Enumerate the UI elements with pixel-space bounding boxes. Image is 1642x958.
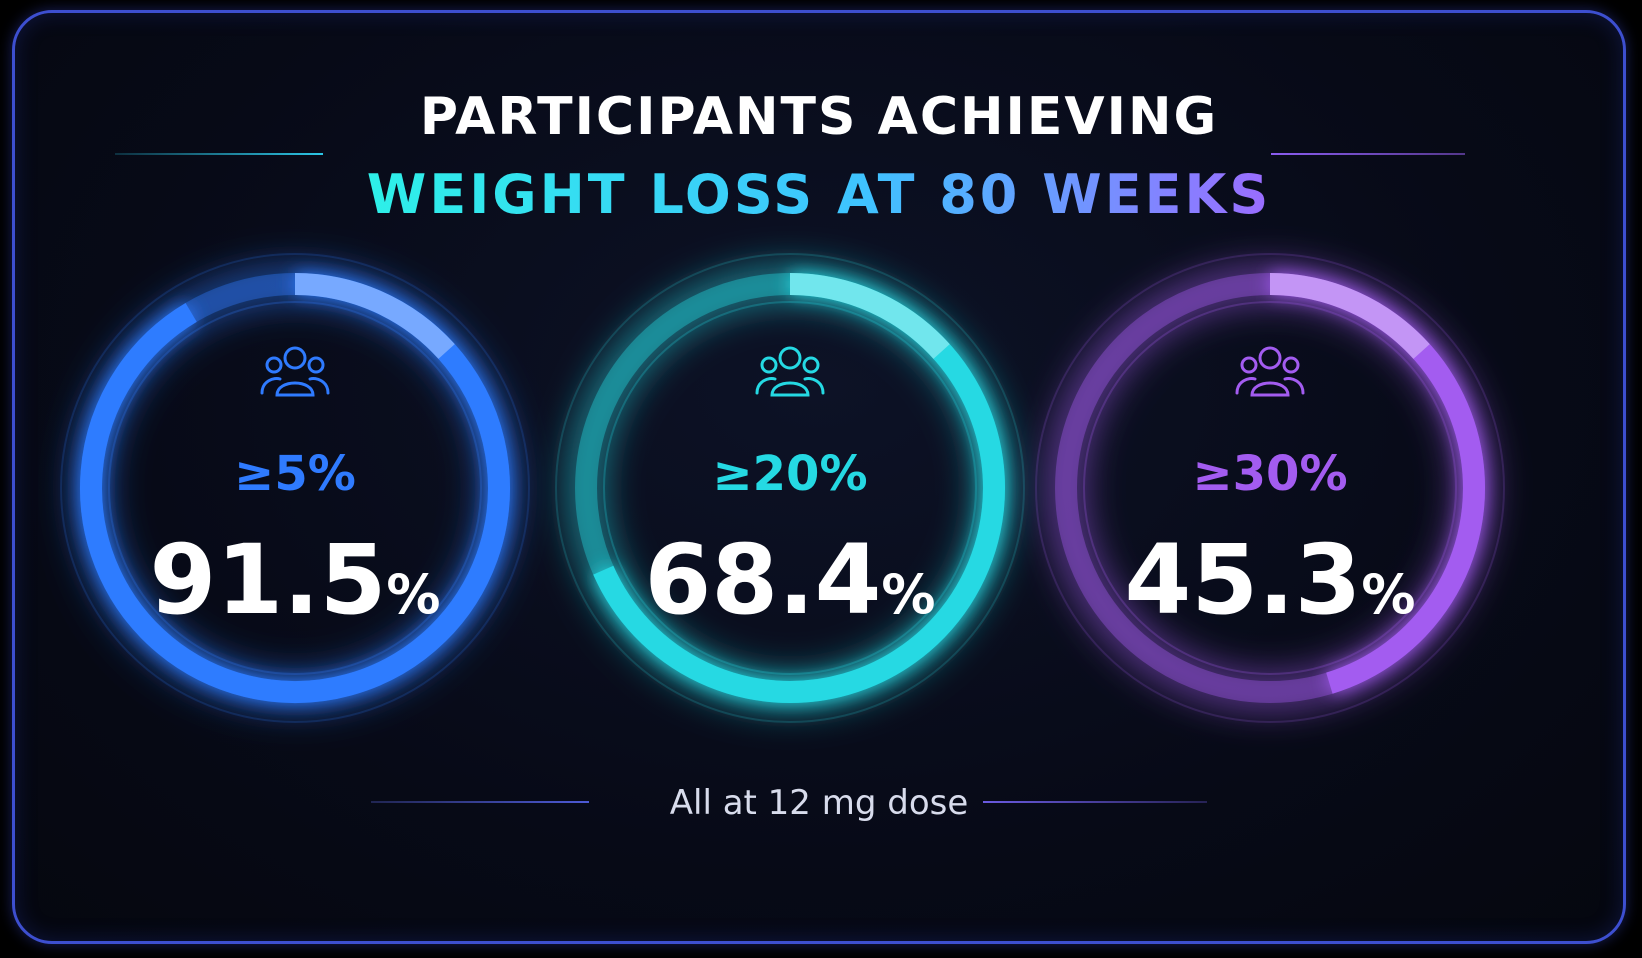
people-group-icon [755,346,825,397]
gauge-3: ≥30% 45.3% [1035,253,1505,723]
gauge-highlight [789,273,950,359]
gauge-2: ≥20% 68.4% [555,253,1025,723]
people-group-icon [260,346,330,397]
people-group-icon [1235,346,1305,397]
gauge-value-arc [1269,273,1485,694]
gauge-highlight [294,273,455,359]
gauge-halo [555,253,1025,723]
title-divider-right [1271,153,1465,155]
title-line-1: PARTICIPANTS ACHIEVING [419,87,1219,147]
footnote: All at 12 mg dose [669,783,969,823]
title-line-2-text: WEIGHT LOSS AT 80 WEEKS [366,163,1272,226]
title-line-2: WEIGHT LOSS AT 80 WEEKS [15,163,1623,226]
gauge-highlight [1269,273,1430,359]
value-number: 45.3 [1125,524,1362,636]
gauge-halo [60,253,530,723]
value-number: 91.5 [150,524,387,636]
infographic-card: PARTICIPANTS ACHIEVING WEIGHT LOSS AT 80… [12,10,1626,944]
footnote-divider-left [371,801,589,803]
footnote-divider-right [983,801,1207,803]
value-unit: % [386,563,440,626]
value-number: 68.4 [645,524,882,636]
threshold-label: ≥5% [234,446,356,502]
value-unit: % [881,563,935,626]
value-label: 91.5% [150,524,441,636]
threshold-label: ≥20% [712,446,867,502]
gauge-inner-ring [108,301,482,675]
title-divider-left [115,153,323,155]
gauge-value-arc [593,273,1005,703]
gauge-inner-ring [603,301,977,675]
value-label: 45.3% [1125,524,1416,636]
value-label: 68.4% [645,524,936,636]
ring-chart: ≥5% 91.5% ≥20% 68.4% ≥30% 45.3% [60,253,1505,723]
threshold-label: ≥30% [1192,446,1347,502]
gauge-value-arc [80,273,510,703]
value-unit: % [1361,563,1415,626]
gauge-1: ≥5% 91.5% [60,253,530,723]
gauge-halo [1035,253,1505,723]
gauge-inner-ring [1083,301,1457,675]
